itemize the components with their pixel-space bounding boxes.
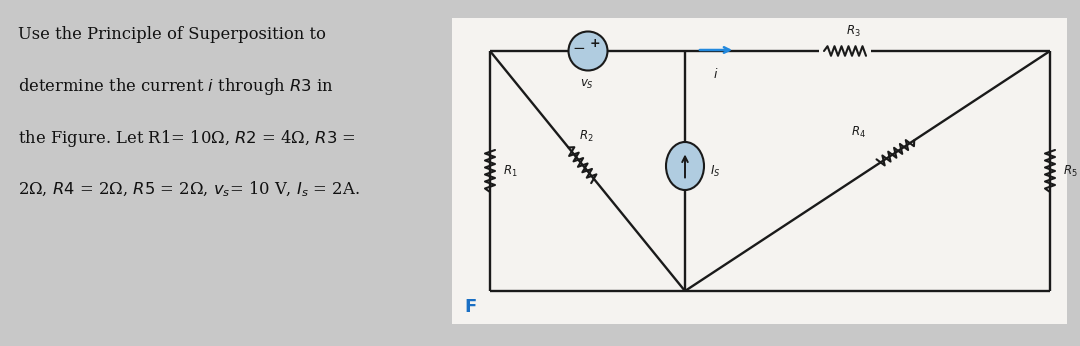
Text: $R_4$: $R_4$ — [851, 125, 866, 140]
Text: Use the Principle of Superposition to: Use the Principle of Superposition to — [18, 26, 326, 43]
Text: $I_S$: $I_S$ — [710, 163, 720, 179]
Bar — [453, 18, 1067, 324]
Text: $R_3$: $R_3$ — [846, 24, 861, 39]
Text: −: − — [572, 42, 585, 56]
Text: $R_2$: $R_2$ — [579, 129, 594, 144]
Ellipse shape — [568, 31, 607, 71]
Text: $R_5$: $R_5$ — [1063, 163, 1078, 179]
Text: +: + — [590, 37, 600, 51]
Text: $v_S$: $v_S$ — [580, 78, 594, 91]
Text: 2Ω, $R4$ = 2Ω, $R5$ = 2Ω, $v_s$= 10 V, $I_s$ = 2A.: 2Ω, $R4$ = 2Ω, $R5$ = 2Ω, $v_s$= 10 V, $… — [18, 180, 360, 199]
Text: $i$: $i$ — [713, 67, 718, 81]
Text: $R_1$: $R_1$ — [503, 163, 517, 179]
Ellipse shape — [666, 142, 704, 190]
Text: the Figure. Let R1= 10Ω, $R2$ = 4Ω, $R3$ =: the Figure. Let R1= 10Ω, $R2$ = 4Ω, $R3$… — [18, 128, 355, 149]
Text: F: F — [464, 298, 476, 316]
Text: determine the current $i$ through $R3$ in: determine the current $i$ through $R3$ i… — [18, 76, 334, 97]
